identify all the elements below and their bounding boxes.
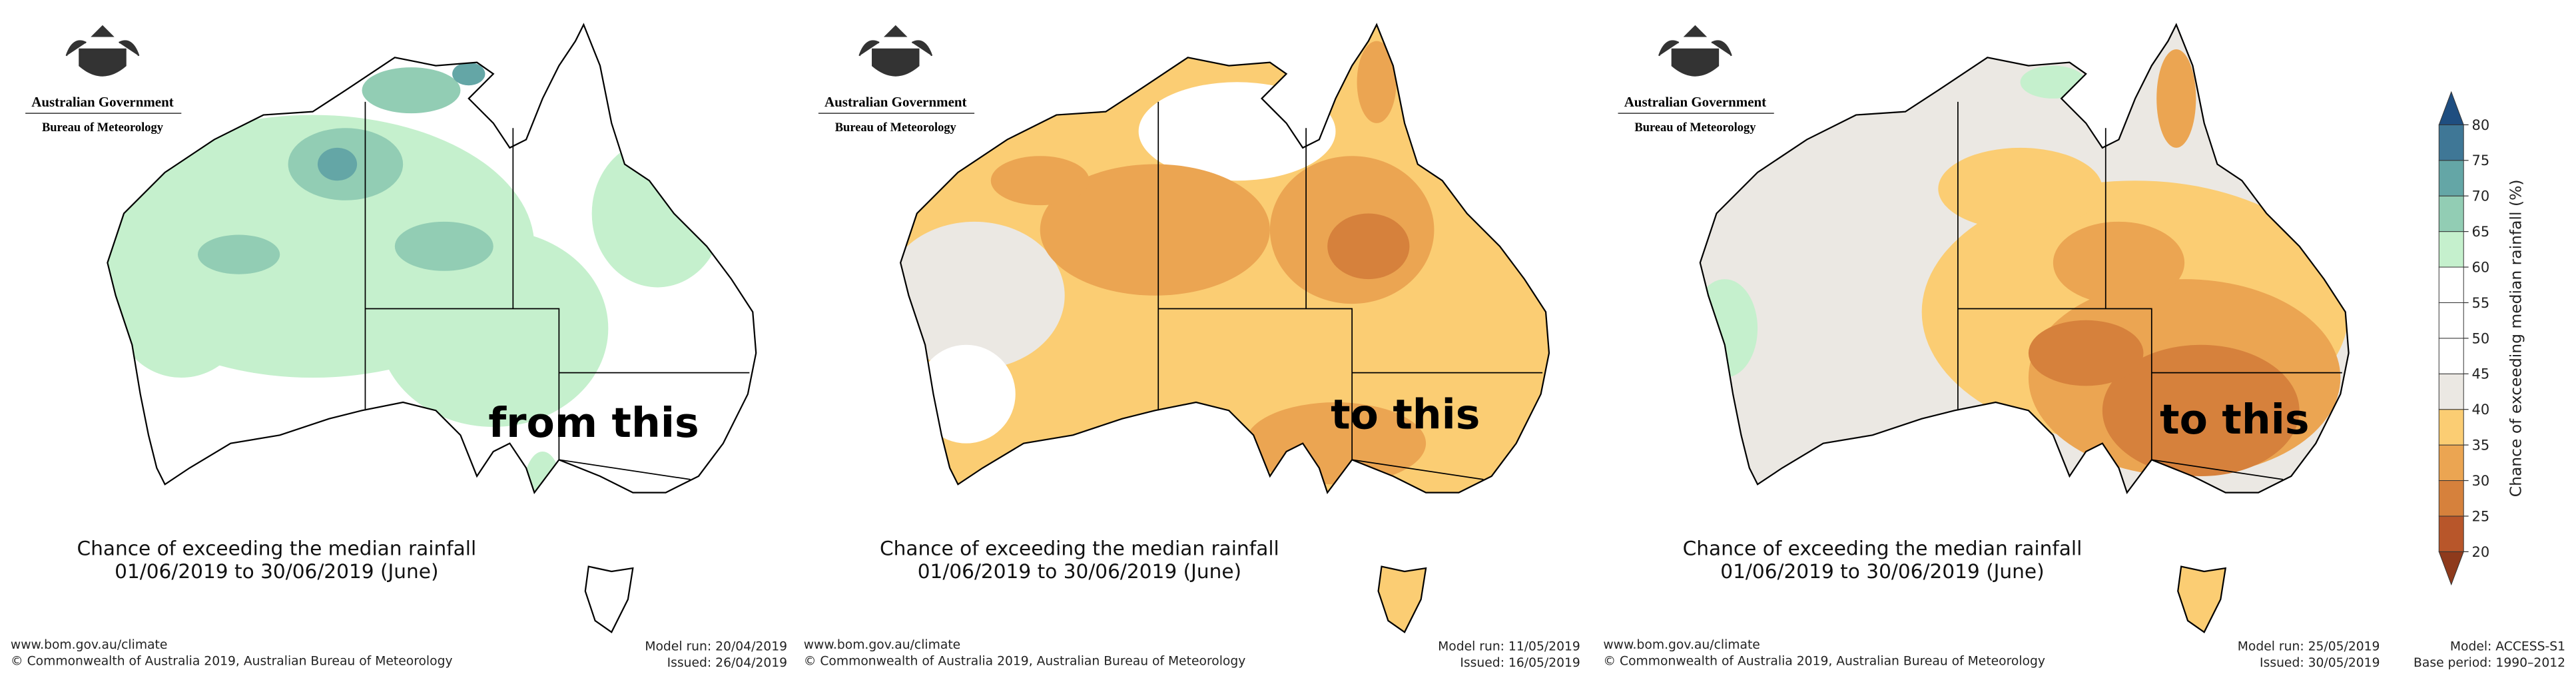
colorbar-tick-label: 70 <box>2472 188 2490 204</box>
logo: Australian Government Bureau of Meteorolo… <box>25 25 182 134</box>
map-caption: Chance of exceeding the median rainfall <box>1683 537 2083 559</box>
model-name: Model: ACCESS-S1 <box>2450 639 2565 653</box>
colorbar-tick-label: 35 <box>2472 438 2490 454</box>
issued-date: Issued: 30/05/2019 <box>2260 656 2380 670</box>
colorbar-tick-label: 25 <box>2472 508 2490 524</box>
colorbar-band <box>2438 302 2464 339</box>
state-border <box>1957 101 2342 480</box>
colorbar-band <box>2438 480 2464 517</box>
colorbar-band <box>2438 516 2464 552</box>
map-panel: Australian Government Bureau of Meteorolo… <box>1603 23 2380 670</box>
bureau-name: Bureau of Meteorology <box>42 121 164 134</box>
source-url: www.bom.gov.au/climate <box>11 638 167 652</box>
bureau-name: Bureau of Meteorology <box>835 121 957 134</box>
colorbar-band <box>2438 124 2464 161</box>
colorbar-band <box>2438 373 2464 410</box>
agency-name: Australian Government <box>1624 94 1766 110</box>
copyright: © Commonwealth of Australia 2019, Austra… <box>1603 654 2045 668</box>
issued-date: Issued: 16/05/2019 <box>1460 656 1580 670</box>
colorbar-band <box>2438 266 2464 303</box>
base-period: Base period: 1990–2012 <box>2414 656 2565 670</box>
map-caption: Chance of exceeding the median rainfall <box>77 537 476 559</box>
agency-name: Australian Government <box>31 94 173 110</box>
colorbar-extend-low <box>2438 551 2464 586</box>
map-period: 01/06/2019 to 30/06/2019 (June) <box>1720 560 2044 583</box>
copyright: © Commonwealth of Australia 2019, Austra… <box>11 654 453 668</box>
map-panel: Australian Government Bureau of Meteorolo… <box>11 23 787 670</box>
coat-of-arms <box>858 25 933 77</box>
source-url: www.bom.gov.au/climate <box>1603 638 1760 652</box>
colorbar-band <box>2438 195 2464 232</box>
issued-date: Issued: 26/04/2019 <box>667 656 787 670</box>
colorbar: 20 25 30 35 40 45 50 55 60 65 70 75 80 Chance of exce… <box>2438 91 2525 586</box>
map-period: 01/06/2019 to 30/06/2019 (June) <box>115 560 438 583</box>
map-caption: Chance of exceeding the median rainfall <box>880 537 1279 559</box>
source-url: www.bom.gov.au/climate <box>804 638 960 652</box>
colorbar-tick-label: 75 <box>2472 153 2490 169</box>
colorbar-tick-label: 65 <box>2472 224 2490 240</box>
colorbar-tick-label: 60 <box>2472 259 2490 275</box>
agency-name: Australian Government <box>824 94 966 110</box>
colorbar-tick-label: 30 <box>2472 473 2490 489</box>
colorbar-band <box>2438 444 2464 482</box>
coat-of-arms <box>1658 25 1732 77</box>
model-run: Model run: 20/04/2019 <box>645 639 787 653</box>
colorbar-tick-label: 50 <box>2472 330 2490 346</box>
colorbar-tick-label: 45 <box>2472 366 2490 382</box>
overlay-text: from this <box>488 399 699 447</box>
copyright: © Commonwealth of Australia 2019, Austra… <box>804 654 1246 668</box>
map-shading <box>107 24 757 633</box>
colorbar-band <box>2438 160 2464 196</box>
model-run: Model run: 11/05/2019 <box>1438 639 1580 653</box>
state-border <box>364 101 750 480</box>
overlay-text: to this <box>2160 396 2309 444</box>
colorbar-tick-label: 55 <box>2472 295 2490 311</box>
overlay-text: to this <box>1331 390 1480 438</box>
map-period: 01/06/2019 to 30/06/2019 (June) <box>918 560 1241 583</box>
colorbar-label: Chance of exceeding median rainfall (%) <box>2507 180 2525 498</box>
state-border <box>1157 101 1543 480</box>
colorbar-band <box>2438 409 2464 446</box>
colorbar-tick-label: 20 <box>2472 544 2490 560</box>
colorbar-tick-label: 80 <box>2472 117 2490 133</box>
logo: Australian Government Bureau of Meteorolo… <box>1618 25 1774 134</box>
colorbar-extend-high <box>2438 91 2464 125</box>
map-shading <box>1700 24 2349 633</box>
colorbar-band <box>2438 338 2464 374</box>
colorbar-tick-label: 40 <box>2472 402 2490 418</box>
colorbar-band <box>2438 231 2464 268</box>
model-run: Model run: 25/05/2019 <box>2238 639 2380 653</box>
logo: Australian Government Bureau of Meteorolo… <box>818 25 975 134</box>
coat-of-arms <box>65 25 140 77</box>
map-panel: Australian Government Bureau of Meteorolo… <box>804 23 1580 670</box>
bureau-name: Bureau of Meteorology <box>1634 121 1756 134</box>
